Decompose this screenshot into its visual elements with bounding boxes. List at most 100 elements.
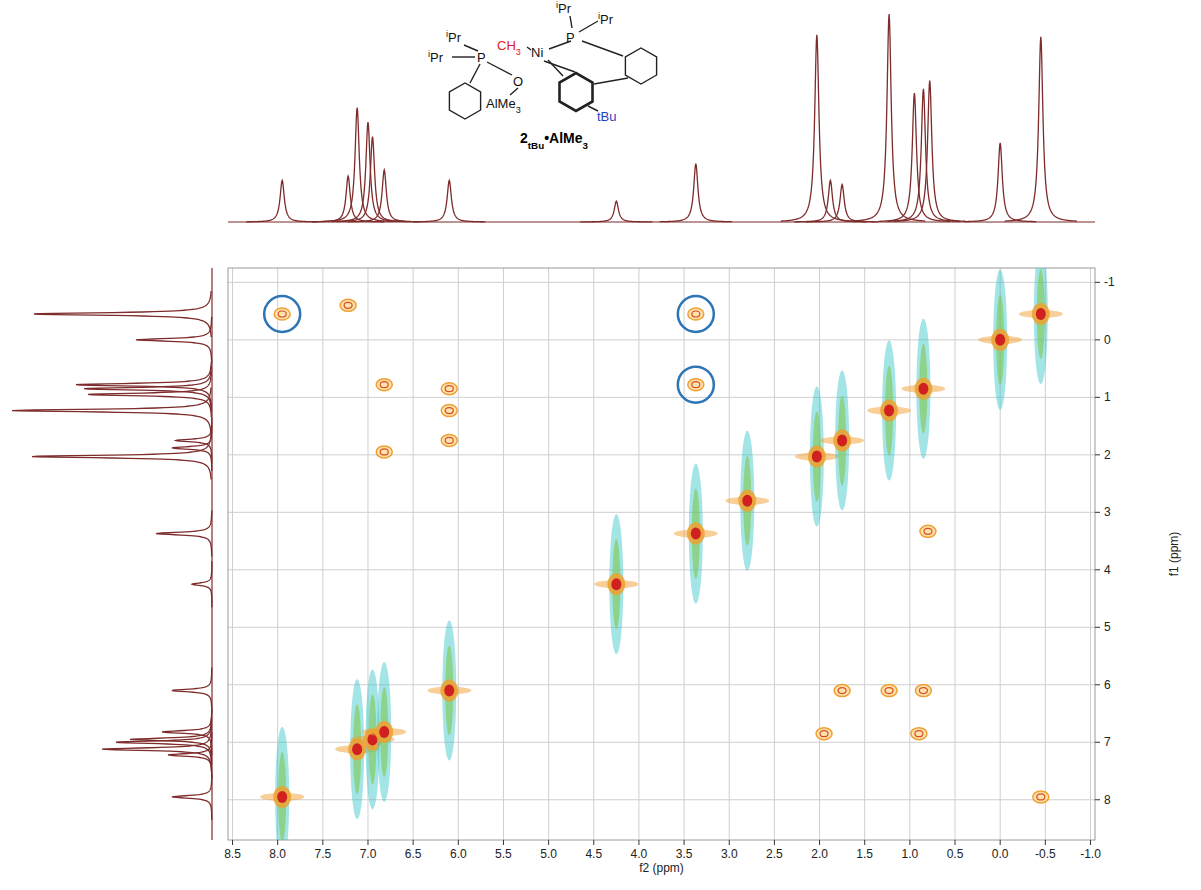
x-tick bbox=[638, 840, 639, 845]
peak bbox=[660, 164, 732, 222]
x-tick-label: 3.5 bbox=[676, 847, 693, 861]
x-tick bbox=[413, 840, 414, 845]
x-tick bbox=[503, 840, 504, 845]
peak bbox=[1005, 37, 1077, 221]
label-part: 3 bbox=[582, 140, 588, 151]
grid-line bbox=[638, 268, 639, 840]
peak bbox=[172, 668, 212, 714]
x-tick bbox=[232, 840, 233, 845]
peak bbox=[172, 774, 212, 820]
y-tick bbox=[1095, 569, 1100, 570]
label-part: Ni bbox=[531, 45, 543, 60]
bond bbox=[544, 61, 575, 72]
atom-label: P bbox=[477, 50, 486, 65]
x-tick bbox=[277, 840, 278, 845]
grid-line bbox=[684, 268, 685, 840]
label-part: CH bbox=[497, 38, 516, 53]
y-tick-label: 4 bbox=[1104, 563, 1111, 577]
peak bbox=[76, 362, 211, 408]
bond bbox=[582, 41, 623, 56]
atom-label: iPr bbox=[446, 29, 462, 45]
diagonal-peak bbox=[427, 621, 471, 761]
peak bbox=[102, 726, 211, 772]
diagonal-peak bbox=[867, 341, 911, 481]
peak bbox=[336, 137, 408, 222]
x-tick-label: 4.0 bbox=[631, 847, 648, 861]
x-tick bbox=[1090, 840, 1091, 845]
grid-line bbox=[228, 569, 1095, 570]
peak bbox=[130, 716, 212, 762]
y-tick-label: -1 bbox=[1104, 275, 1115, 289]
x-tick bbox=[774, 840, 775, 845]
x-tick-label: -1.0 bbox=[1080, 847, 1101, 861]
label-part: •AlMe bbox=[544, 130, 583, 146]
x-tick-label: 4.5 bbox=[585, 847, 602, 861]
x-tick-label: -0.5 bbox=[1035, 847, 1056, 861]
bond bbox=[470, 64, 480, 83]
peak bbox=[794, 180, 866, 221]
cross-peak bbox=[915, 685, 931, 697]
peak bbox=[878, 93, 950, 221]
f2-projection bbox=[228, 14, 1095, 222]
grid-line bbox=[228, 512, 1095, 513]
y-tick bbox=[1095, 397, 1100, 398]
x-tick-label: 3.0 bbox=[721, 847, 738, 861]
x-tick-label: 8.0 bbox=[269, 847, 286, 861]
contours bbox=[260, 268, 1063, 840]
label-part: 2 bbox=[520, 130, 528, 146]
label-part: Pr bbox=[448, 30, 462, 45]
diagonal-peak bbox=[725, 431, 769, 571]
grid-line bbox=[593, 268, 594, 840]
structure: iPriPrPCH3NiiPriPrPOAlMe3tBu2tBu•AlMe3 bbox=[428, 0, 657, 151]
x-axis-title: f2 (ppm) bbox=[639, 861, 684, 875]
peak bbox=[34, 291, 211, 337]
label-part: AlMe bbox=[486, 96, 516, 111]
grid-line bbox=[413, 268, 414, 840]
peak bbox=[781, 35, 853, 221]
y-tick-label: 7 bbox=[1104, 735, 1111, 749]
y-tick-label: 6 bbox=[1104, 678, 1111, 692]
peak bbox=[853, 14, 925, 221]
x-tick bbox=[593, 840, 594, 845]
peak bbox=[176, 417, 212, 463]
x-tick-label: 7.0 bbox=[360, 847, 377, 861]
y-tick bbox=[1095, 282, 1100, 283]
bond bbox=[579, 21, 598, 32]
diagonal-peak bbox=[901, 319, 945, 459]
atom-label: iPr bbox=[598, 11, 614, 27]
x-tick bbox=[729, 840, 730, 845]
x-tick bbox=[367, 840, 368, 845]
ring bbox=[560, 73, 593, 111]
cross-peak bbox=[881, 685, 897, 697]
cross-peak bbox=[441, 405, 457, 417]
x-tick-label: 1.0 bbox=[902, 847, 919, 861]
plot-frame bbox=[228, 268, 1095, 840]
diagonal-peak bbox=[260, 727, 304, 840]
cross-peak bbox=[816, 728, 832, 740]
peak bbox=[172, 425, 212, 471]
grid-line bbox=[228, 454, 1095, 455]
label-part: P bbox=[477, 50, 486, 65]
atom-label: AlMe3 bbox=[486, 96, 521, 115]
cross-peak bbox=[441, 383, 457, 395]
y-tick-label: 0 bbox=[1104, 333, 1111, 347]
y-tick bbox=[1095, 684, 1100, 685]
cross-peak bbox=[376, 379, 392, 391]
diagonal-peak bbox=[978, 270, 1022, 410]
bond bbox=[510, 88, 518, 95]
peak bbox=[246, 180, 318, 221]
grid-line bbox=[909, 268, 910, 840]
peak bbox=[894, 81, 966, 222]
label-part: Pr bbox=[558, 1, 572, 16]
cross-peak bbox=[441, 434, 457, 446]
x-tick bbox=[322, 840, 323, 845]
x-tick-label: 1.5 bbox=[856, 847, 873, 861]
peak bbox=[12, 388, 211, 434]
f1-projection bbox=[12, 268, 212, 840]
cross-peak bbox=[264, 296, 300, 332]
grid-line bbox=[228, 627, 1095, 628]
grid-line bbox=[774, 268, 775, 840]
grid-line bbox=[228, 339, 1095, 340]
atom-label: CH3 bbox=[497, 38, 521, 57]
x-tick-label: 6.0 bbox=[450, 847, 467, 861]
